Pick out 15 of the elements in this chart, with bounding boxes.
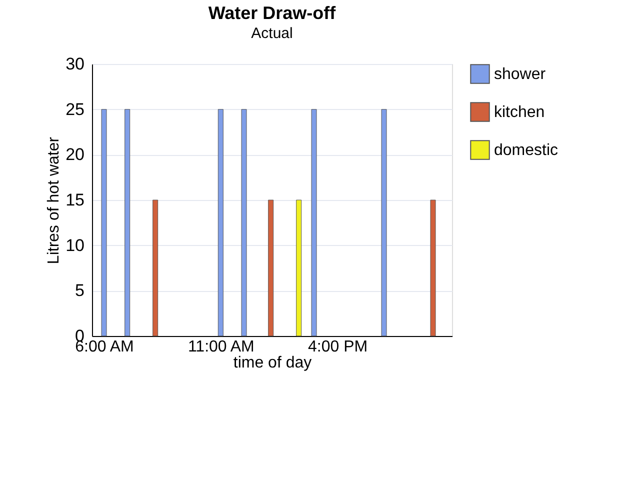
y-tick-label: 25 — [66, 100, 84, 119]
legend-label: kitchen — [494, 104, 545, 121]
chart-title: Water Draw-off — [208, 3, 337, 23]
x-tick-label: 11:00 AM — [188, 338, 254, 356]
y-tick-label: 10 — [66, 236, 84, 255]
y-axis-title: Litres of hot water — [46, 136, 63, 264]
y-tick-label: 20 — [66, 145, 84, 164]
y-tick-label: 15 — [66, 190, 84, 210]
y-tick-label: 30 — [66, 54, 84, 74]
legend-label: shower — [494, 66, 546, 83]
chart-subtitle: Actual — [251, 25, 293, 42]
y-tick-label: 5 — [75, 281, 84, 300]
x-axis-title: time of day — [233, 354, 312, 372]
legend-label: domestic — [494, 142, 558, 159]
x-tick-label: 4:00 PM — [308, 338, 368, 356]
